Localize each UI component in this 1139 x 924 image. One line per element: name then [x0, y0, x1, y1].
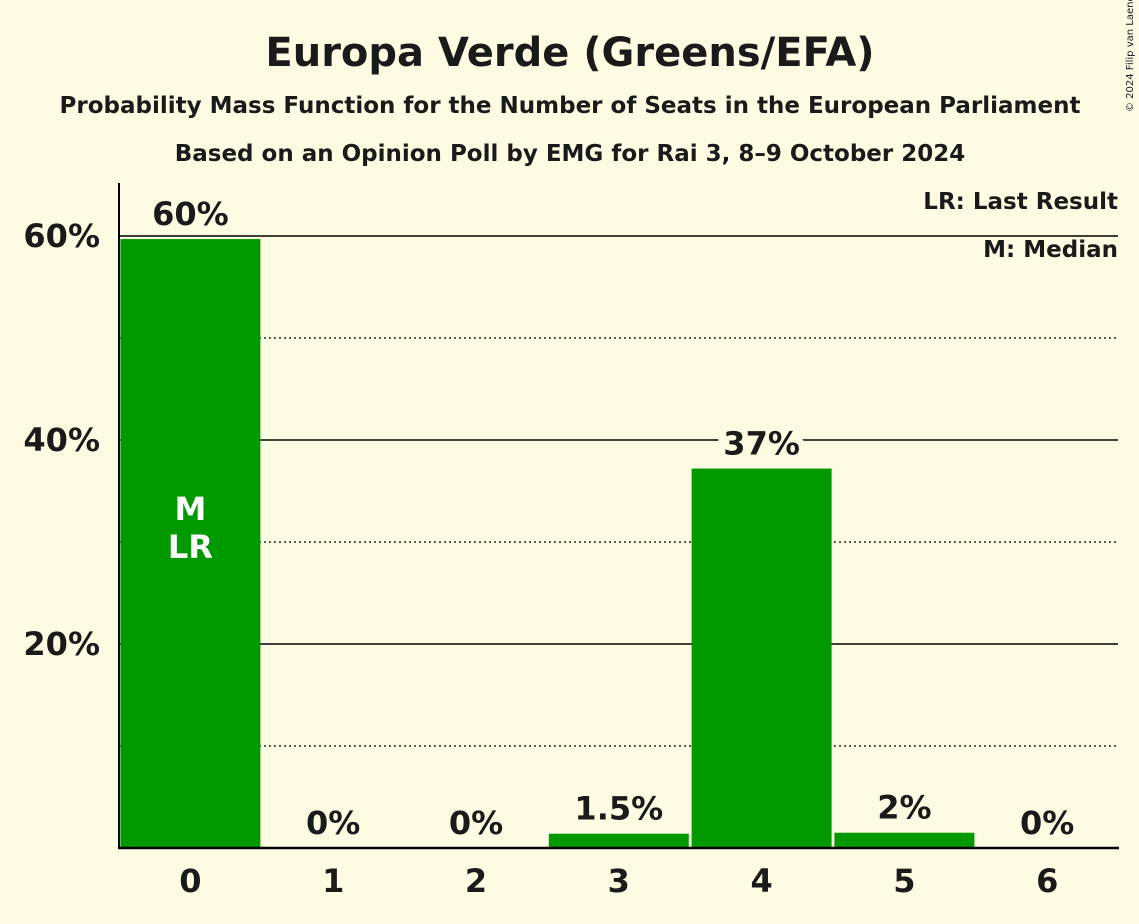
bar-0 — [120, 239, 261, 848]
chart-title: Europa Verde (Greens/EFA) — [265, 30, 874, 76]
bar-annotation: M — [174, 490, 206, 528]
data-label-6: 0% — [1020, 804, 1074, 842]
chart-subtitle: Probability Mass Function for the Number… — [60, 93, 1081, 119]
x-tick-label: 0 — [179, 862, 201, 900]
data-label-2: 0% — [449, 804, 503, 842]
legend-median: M: Median — [983, 237, 1118, 263]
y-tick-label: 60% — [23, 217, 100, 255]
x-tick-label: 6 — [1036, 862, 1058, 900]
data-label-3: 1.5% — [574, 790, 663, 828]
y-tick-label: 20% — [23, 625, 100, 663]
legend-last-result: LR: Last Result — [923, 189, 1118, 215]
data-label-5: 2% — [877, 789, 931, 827]
bar-4 — [691, 468, 832, 848]
bar-3 — [548, 833, 689, 848]
x-tick-label: 1 — [322, 862, 344, 900]
x-tick-label: 2 — [465, 862, 487, 900]
bar-5 — [834, 832, 975, 848]
copyright: © 2024 Filip van Laenen — [1125, 0, 1136, 112]
bar-annotation: LR — [168, 528, 213, 566]
data-label-1: 0% — [306, 804, 360, 842]
x-tick-label: 3 — [608, 862, 630, 900]
data-label-0: 60% — [152, 195, 229, 233]
x-tick-label: 4 — [750, 862, 772, 900]
y-tick-label: 40% — [23, 421, 100, 459]
data-label-4: 37% — [723, 425, 800, 463]
x-tick-label: 5 — [893, 862, 915, 900]
chart-subtitle-2: Based on an Opinion Poll by EMG for Rai … — [175, 141, 966, 167]
